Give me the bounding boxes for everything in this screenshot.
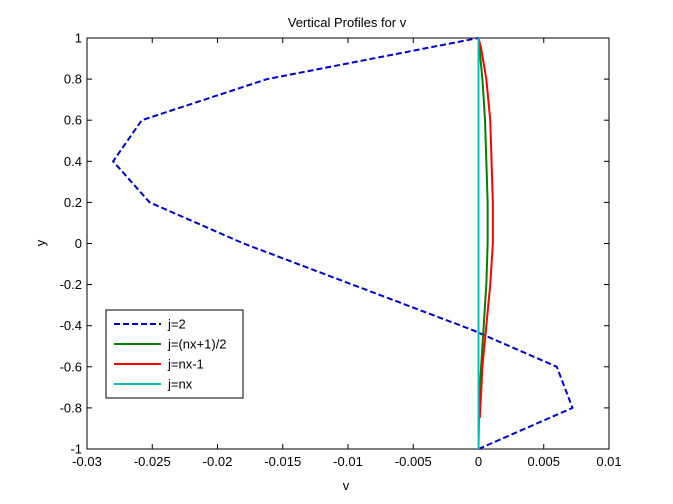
series-line-2 — [477, 37, 489, 450]
chart-title: Vertical Profiles for v — [288, 15, 407, 30]
x-tick-label: -0.005 — [395, 454, 432, 469]
y-tick-label: 0.2 — [64, 195, 82, 210]
y-tick-label: -1 — [70, 442, 82, 457]
x-axis-ticks: -0.03 -0.025 -0.02 -0.015 -0.01 -0.005 0 0.005 0… — [72, 38, 622, 469]
y-tick-label: -0.2 — [60, 277, 82, 292]
x-tick-label: -0.025 — [134, 454, 171, 469]
y-tick-label: 0.8 — [64, 72, 82, 87]
legend-label: j=nx-1 — [167, 357, 204, 372]
legend: j=2 j=(nx+1)/2 j=nx-1 j=nx — [105, 309, 244, 399]
y-tick-label: -0.8 — [60, 400, 82, 415]
y-tick-label: 0.4 — [64, 154, 82, 169]
y-tick-label: 0 — [75, 236, 82, 251]
x-tick-label: -0.015 — [264, 454, 301, 469]
x-tick-label: 0.01 — [596, 454, 621, 469]
x-tick-label: 0 — [475, 454, 482, 469]
legend-label: j=(nx+1)/2 — [167, 337, 227, 352]
y-tick-label: -0.4 — [60, 318, 82, 333]
y-tick-label: 1 — [75, 31, 82, 46]
series-line-1 — [112, 37, 574, 450]
plot-area: -0.03 -0.025 -0.02 -0.015 -0.01 -0.005 0 0.005 0… — [60, 31, 622, 470]
x-tick-label: -0.02 — [203, 454, 233, 469]
x-tick-label: 0.005 — [527, 454, 560, 469]
y-axis-ticks: -1 -0.8 -0.6 -0.4 -0.2 0 0.2 0.4 0.6 0.8 1 — [60, 31, 609, 457]
y-axis-label: y — [33, 239, 48, 246]
y-tick-label: 0.6 — [64, 113, 82, 128]
legend-label: j=nx — [167, 377, 193, 392]
y-tick-label: -0.6 — [60, 359, 82, 374]
x-axis-label: v — [343, 478, 350, 493]
x-tick-label: -0.01 — [333, 454, 363, 469]
x-tick-label: -0.03 — [72, 454, 102, 469]
legend-label: j=2 — [167, 317, 186, 332]
series-line-3 — [477, 37, 494, 419]
series-layer — [112, 37, 574, 450]
